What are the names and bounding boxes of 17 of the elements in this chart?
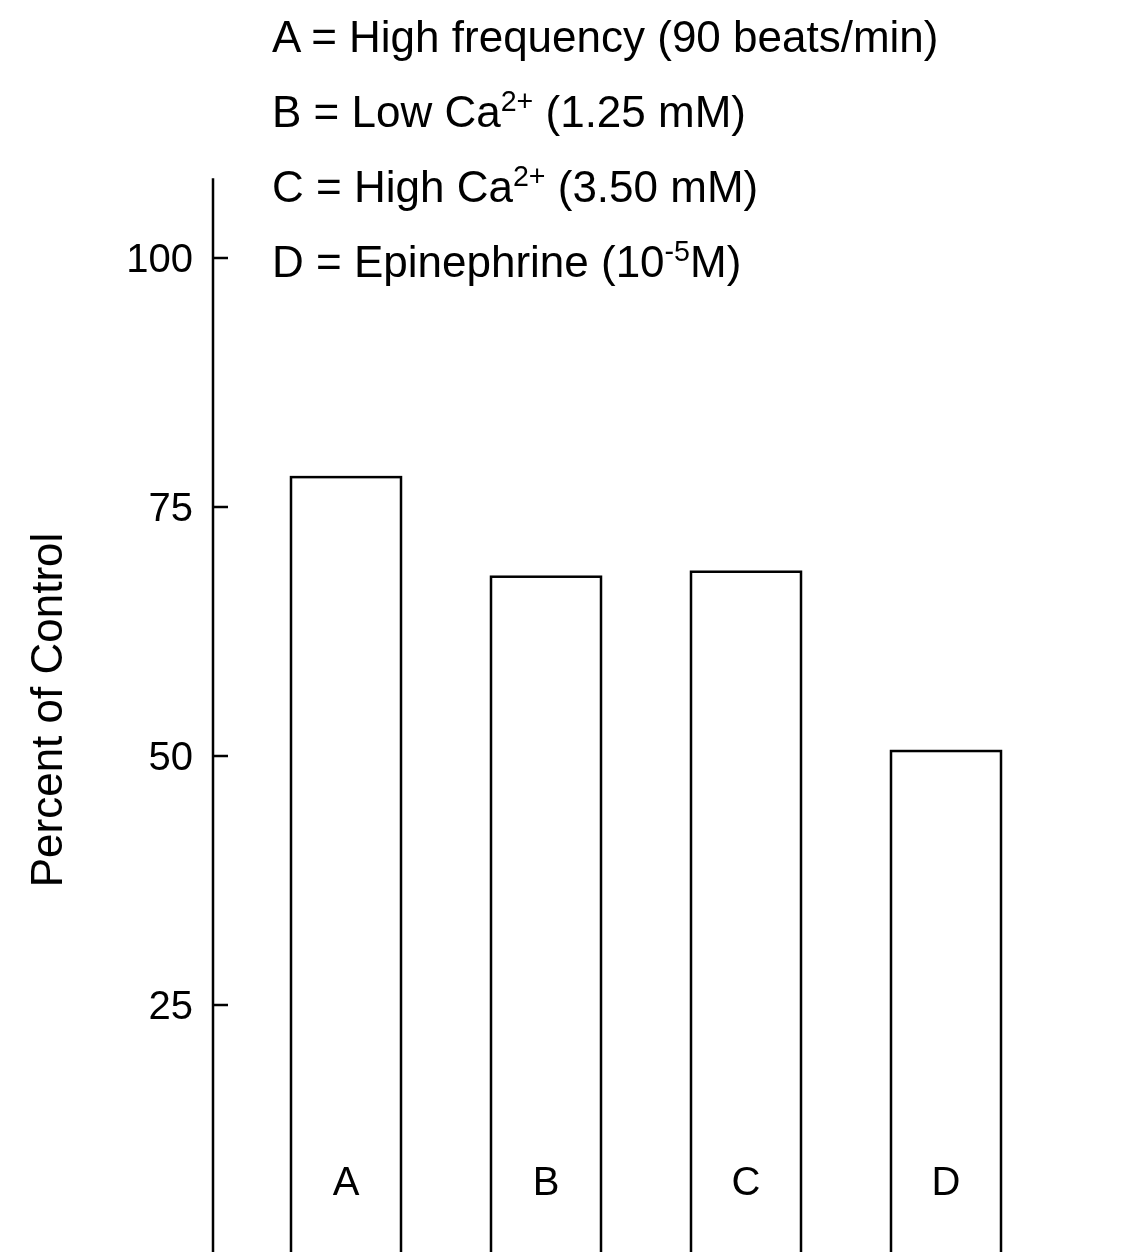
text: B = Low Ca$^{2+}$ (1.25 mM) [272, 85, 746, 136]
bar [689, 570, 803, 1252]
y-axis-title: Percent of Control [22, 532, 71, 888]
x-tick-label: D [931, 1159, 961, 1203]
x-tick-label: C [731, 1159, 761, 1203]
annotation: C = High Ca$^{2+}$ (3.50 mM) [272, 160, 759, 211]
bar [889, 749, 1003, 1252]
bar [289, 475, 403, 1252]
y-tick-label: 50 [148, 734, 193, 778]
y-tick-label: 25 [148, 983, 193, 1027]
text: A = High frequency (90 beats/min) [272, 12, 939, 61]
annotation: D = Epinephrine (10$^{-5}$M) [272, 235, 742, 286]
y-tick-label: 75 [148, 485, 193, 529]
x-tick-label: B [532, 1159, 560, 1203]
bar [489, 575, 603, 1252]
y-tick-label: 100 [126, 236, 193, 280]
x-tick-label: A [332, 1159, 360, 1203]
